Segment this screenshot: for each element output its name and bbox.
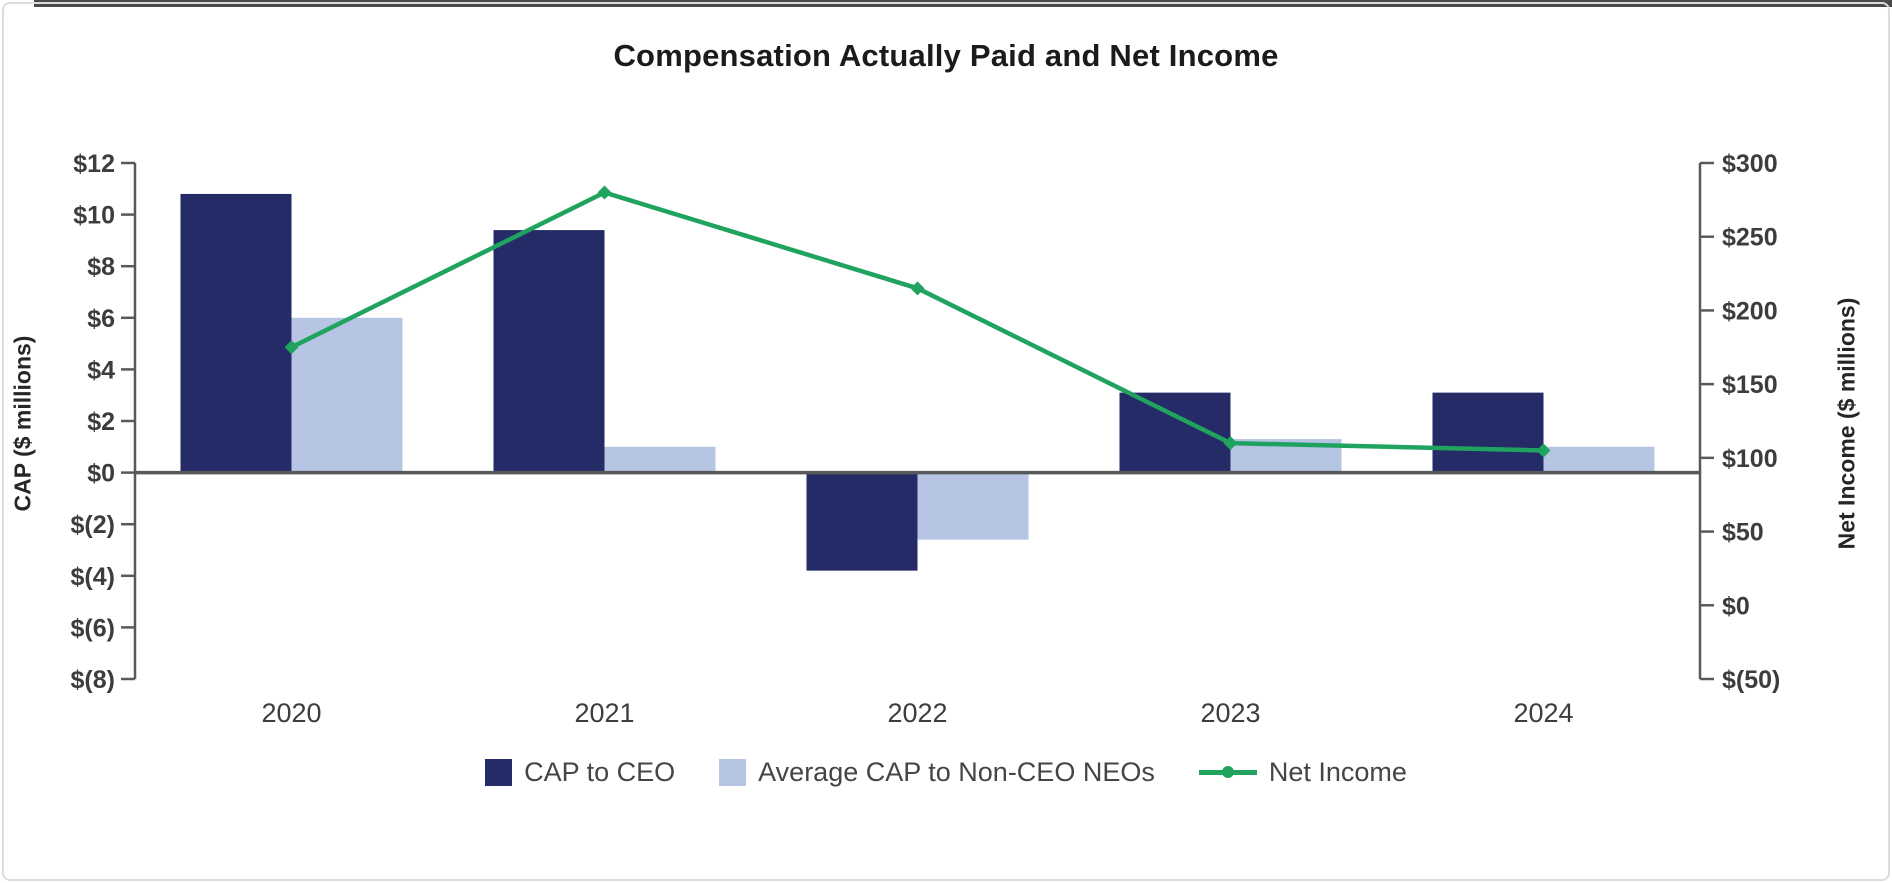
bar-average-cap-to-non-ceo-neos-2020 [291, 317, 403, 473]
bar-cap-to-ceo-2022 [806, 472, 918, 571]
legend-swatch-avg-cap-non-ceo [719, 759, 747, 786]
bar-average-cap-to-non-ceo-neos-2024 [1543, 446, 1655, 473]
left-tick-label-2: $2 [87, 408, 115, 436]
legend-label-net-income: Net Income [1268, 757, 1407, 787]
marker-net-income-2023 [1223, 436, 1238, 451]
bar-average-cap-to-non-ceo-neos-2022 [917, 472, 1029, 540]
left-tick-label-4: $(4) [71, 563, 115, 591]
right-tick-label-100: $100 [1722, 445, 1778, 473]
legend-line-dot [1221, 766, 1234, 778]
category-label-2021: 2021 [574, 698, 634, 728]
right-tick-label-150: $150 [1722, 371, 1778, 399]
left-tick-label-0: $0 [87, 460, 115, 488]
marker-net-income-2020 [284, 340, 299, 355]
right-tick-label-250: $250 [1722, 224, 1778, 252]
marker-net-income-2021 [597, 185, 612, 200]
category-label-2024: 2024 [1513, 698, 1573, 728]
bar-average-cap-to-non-ceo-neos-2021 [604, 446, 716, 473]
legend-label-cap-to-ceo: CAP to CEO [524, 757, 676, 787]
left-tick-label-10: $10 [73, 202, 115, 230]
right-tick-label-200: $200 [1722, 297, 1778, 325]
category-label-2020: 2020 [261, 698, 321, 728]
chart-title: Compensation Actually Paid and Net Incom… [613, 38, 1279, 73]
legend-item-cap-to-ceo: CAP to CEO [485, 757, 675, 788]
left-tick-label-8: $8 [87, 253, 115, 281]
legend-swatch-cap-to-ceo [485, 759, 513, 786]
left-tick-label-2: $(2) [71, 511, 115, 539]
marker-net-income-2022 [910, 281, 925, 296]
bar-cap-to-ceo-2024 [1432, 392, 1544, 473]
bar-cap-to-ceo-2021 [493, 230, 605, 473]
legend-line-marker-net-income [1198, 766, 1257, 778]
marker-net-income-2024 [1536, 443, 1551, 458]
left-tick-label-4: $4 [87, 356, 115, 384]
category-label-2022: 2022 [887, 698, 947, 728]
right-tick-label-50: $50 [1722, 519, 1764, 547]
legend-item-net-income: Net Income [1198, 757, 1407, 788]
right-tick-label-300: $300 [1722, 150, 1778, 178]
left-tick-label-12: $12 [73, 150, 115, 178]
chart-legend: CAP to CEO Average CAP to Non-CEO NEOs N… [0, 757, 1892, 788]
left-tick-label-6: $(6) [71, 614, 115, 642]
line-net-income [290, 190, 1544, 453]
right-tick-label-50: $(50) [1722, 666, 1780, 694]
right-tick-label-0: $0 [1722, 592, 1750, 620]
bar-cap-to-ceo-2020 [180, 193, 292, 473]
left-tick-label-6: $6 [87, 305, 115, 333]
legend-label-avg-cap-non-ceo: Average CAP to Non-CEO NEOs [758, 757, 1155, 787]
category-label-2023: 2023 [1200, 698, 1260, 728]
left-tick-label-8: $(8) [71, 666, 115, 694]
legend-item-avg-cap-non-ceo: Average CAP to Non-CEO NEOs [719, 757, 1155, 788]
